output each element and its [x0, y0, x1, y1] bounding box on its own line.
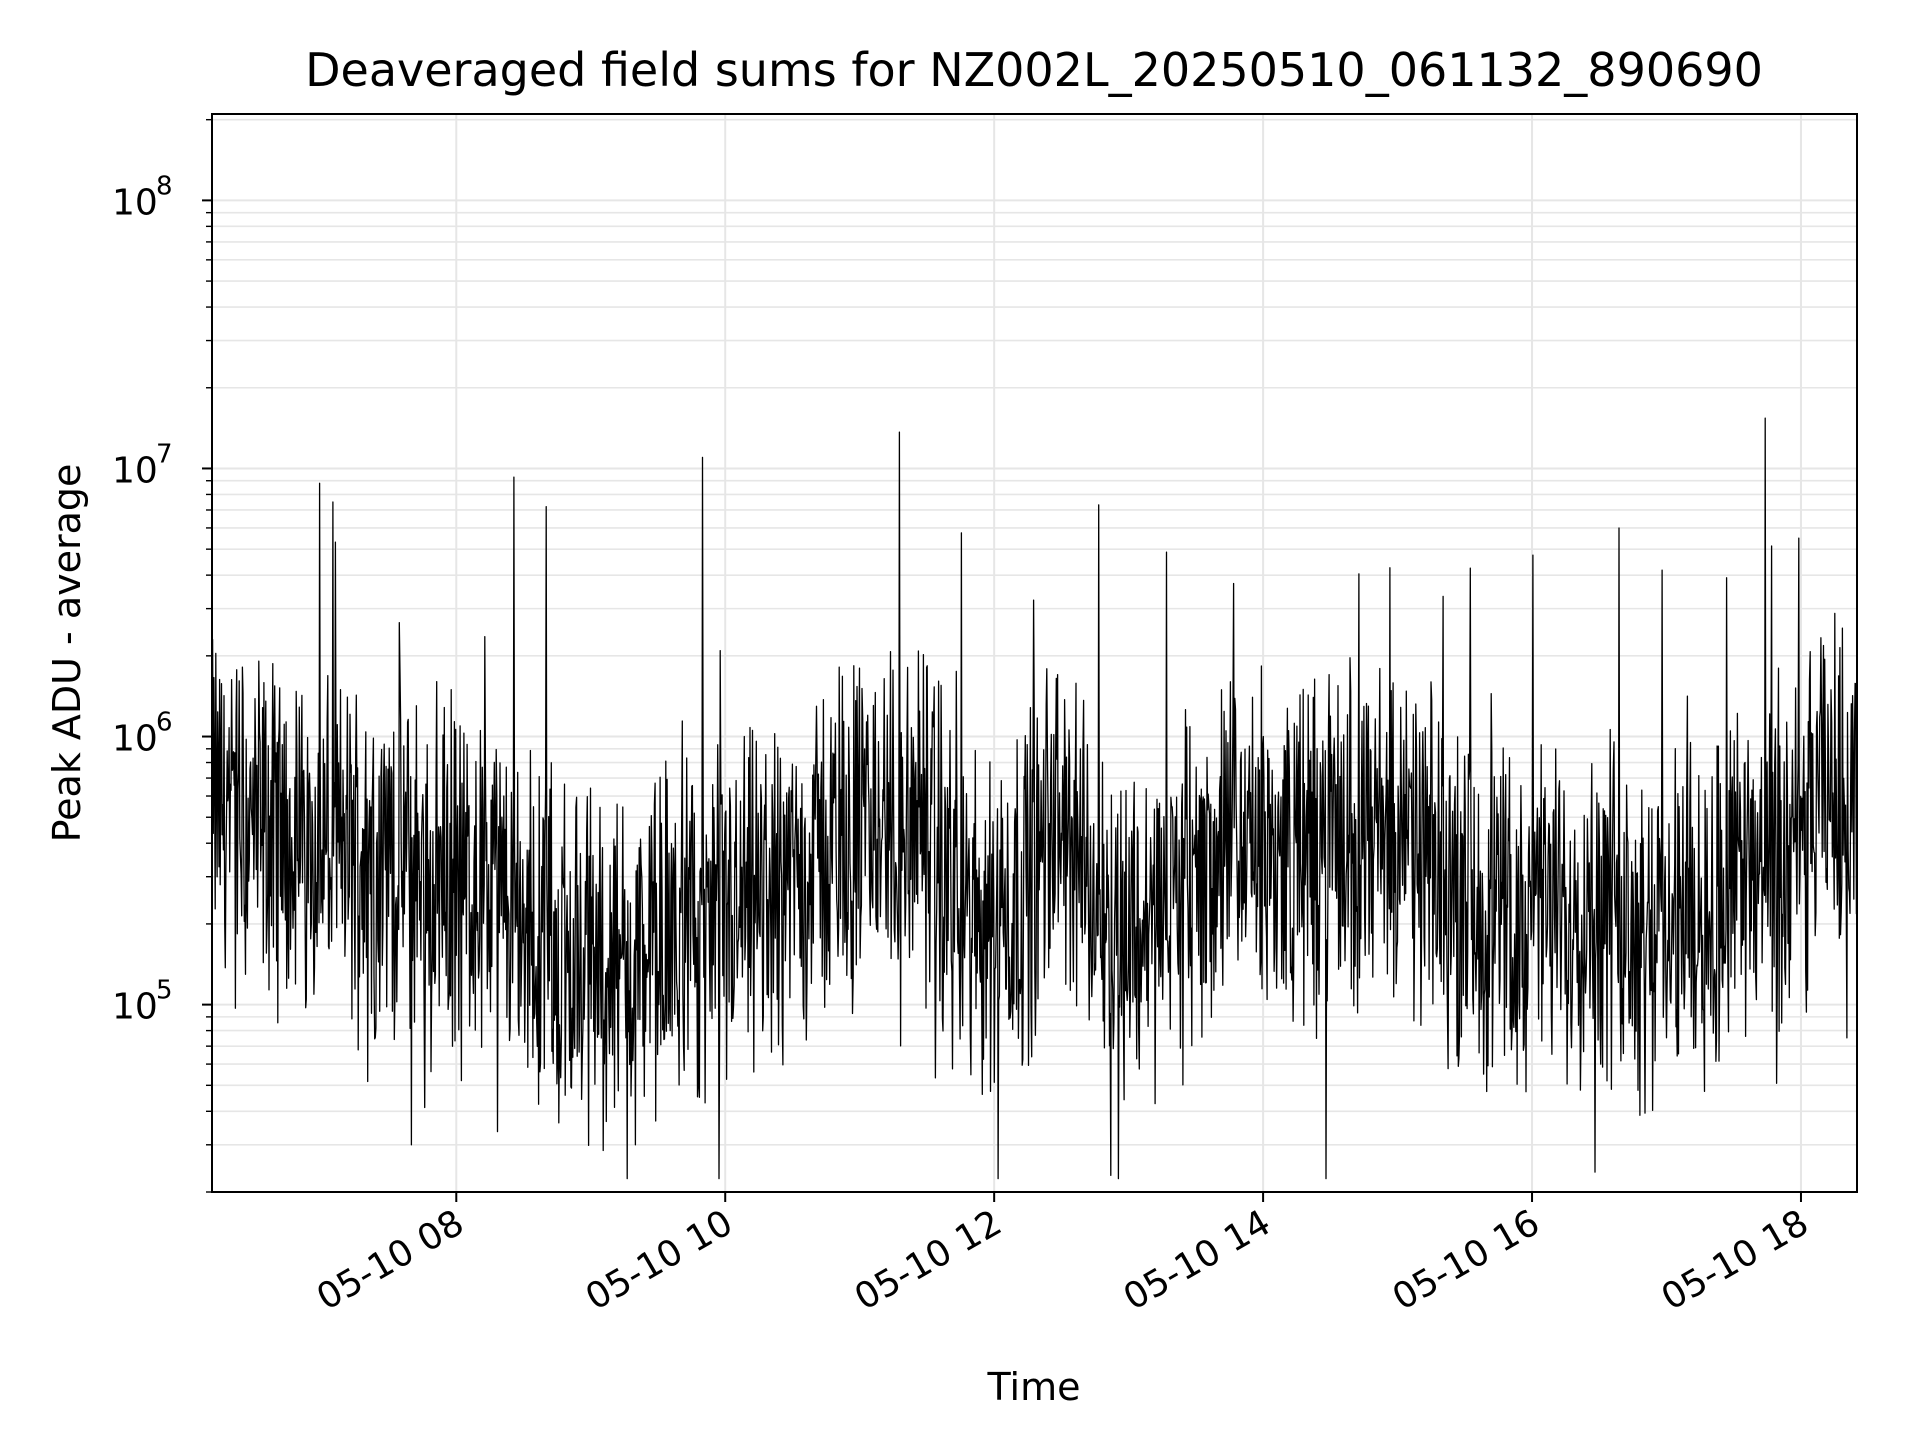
y-tick-exponent: 6 [156, 708, 173, 738]
y-tick-label: 10 [112, 182, 158, 223]
chart-title: Deaveraged field sums for NZ002L_2025051… [305, 43, 1763, 97]
series-area [211, 417, 1858, 1180]
y-tick-label: 10 [112, 719, 158, 760]
series-line [211, 417, 1858, 1180]
y-axis-label: Peak ADU - average [45, 464, 89, 843]
y-tick-label: 10 [112, 450, 158, 491]
y-tick-exponent: 7 [156, 439, 173, 469]
y-tick-exponent: 5 [156, 976, 173, 1006]
plot-frame [211, 113, 1858, 1193]
y-tick-label: 10 [112, 987, 158, 1028]
x-axis-label: Time [987, 1365, 1081, 1409]
y-tick-exponent: 8 [156, 171, 173, 201]
